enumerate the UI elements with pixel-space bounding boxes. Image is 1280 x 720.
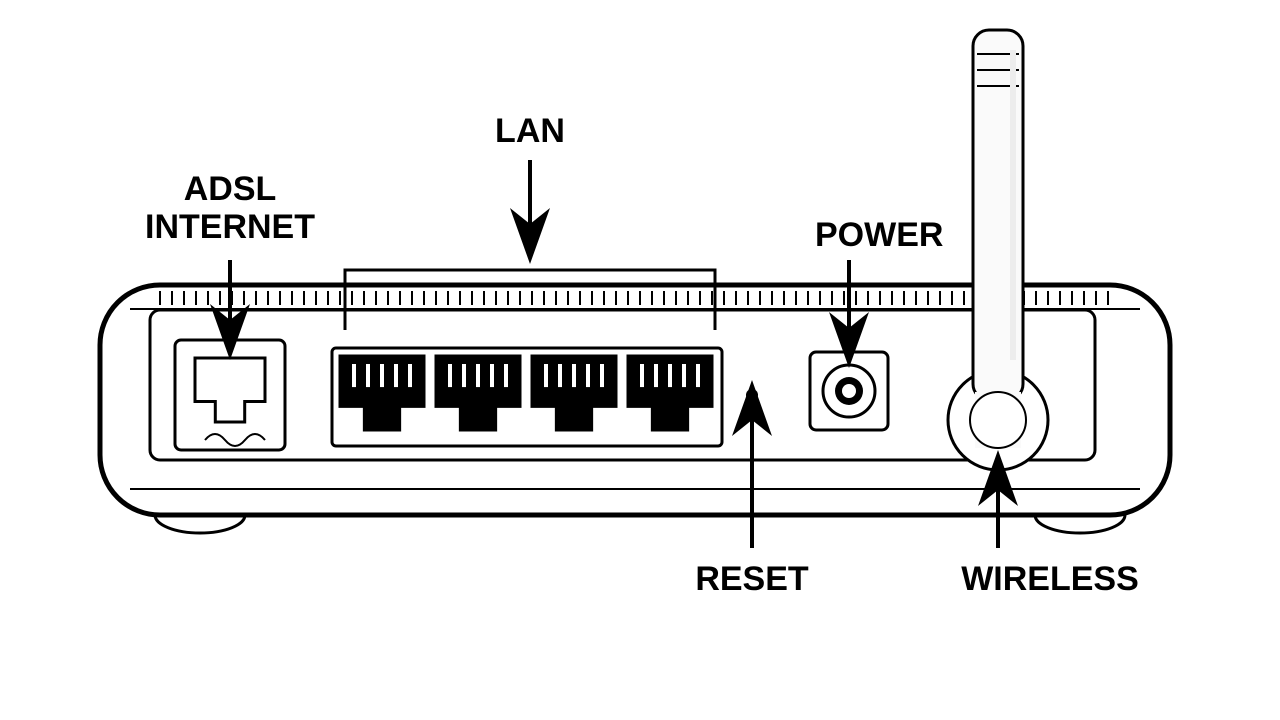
label-adsl-line1: ADSL bbox=[184, 170, 277, 208]
power-jack bbox=[810, 352, 888, 430]
antenna bbox=[948, 30, 1048, 470]
reset-pinhole bbox=[746, 389, 758, 401]
router-rear-diagram: ADSL INTERNET LAN POWER RESET WIRELESS bbox=[0, 0, 1280, 720]
label-adsl-line2: INTERNET bbox=[145, 208, 315, 246]
label-power: POWER bbox=[815, 216, 943, 254]
lan-ports-group bbox=[332, 348, 722, 446]
adsl-port bbox=[175, 340, 285, 450]
label-wireless: WIRELESS bbox=[961, 560, 1139, 598]
label-reset: RESET bbox=[695, 560, 809, 598]
label-lan: LAN bbox=[495, 112, 565, 150]
